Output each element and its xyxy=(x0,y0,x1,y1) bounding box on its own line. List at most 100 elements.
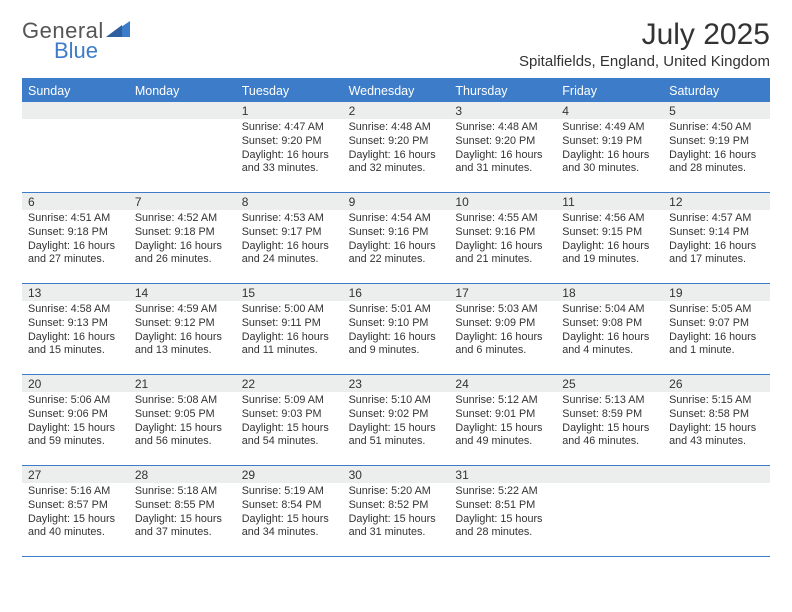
calendar-week: 13Sunrise: 4:58 AMSunset: 9:13 PMDayligh… xyxy=(22,284,770,375)
day-number: 18 xyxy=(556,284,663,301)
day-details: Sunrise: 4:48 AMSunset: 9:20 PMDaylight:… xyxy=(343,119,450,180)
day-details: Sunrise: 5:06 AMSunset: 9:06 PMDaylight:… xyxy=(22,392,129,453)
day-daylight2: and 51 minutes. xyxy=(349,435,444,449)
day-sunrise: Sunrise: 4:50 AM xyxy=(669,121,764,135)
day-daylight2: and 19 minutes. xyxy=(562,253,657,267)
day-number: 17 xyxy=(449,284,556,301)
calendar-cell xyxy=(556,466,663,556)
calendar-cell: 4Sunrise: 4:49 AMSunset: 9:19 PMDaylight… xyxy=(556,102,663,192)
day-daylight1: Daylight: 16 hours xyxy=(455,240,550,254)
brand-logo: General Blue xyxy=(22,18,132,64)
day-sunset: Sunset: 9:19 PM xyxy=(562,135,657,149)
day-number: 11 xyxy=(556,193,663,210)
day-details: Sunrise: 5:05 AMSunset: 9:07 PMDaylight:… xyxy=(663,301,770,362)
day-details: Sunrise: 5:10 AMSunset: 9:02 PMDaylight:… xyxy=(343,392,450,453)
day-daylight2: and 11 minutes. xyxy=(242,344,337,358)
day-daylight2: and 34 minutes. xyxy=(242,526,337,540)
day-details: Sunrise: 5:08 AMSunset: 9:05 PMDaylight:… xyxy=(129,392,236,453)
day-number: 22 xyxy=(236,375,343,392)
calendar-cell: 1Sunrise: 4:47 AMSunset: 9:20 PMDaylight… xyxy=(236,102,343,192)
day-daylight2: and 56 minutes. xyxy=(135,435,230,449)
day-daylight1: Daylight: 16 hours xyxy=(135,331,230,345)
day-details: Sunrise: 5:13 AMSunset: 8:59 PMDaylight:… xyxy=(556,392,663,453)
day-daylight1: Daylight: 15 hours xyxy=(669,422,764,436)
day-number xyxy=(556,466,663,483)
day-sunset: Sunset: 9:07 PM xyxy=(669,317,764,331)
day-number: 27 xyxy=(22,466,129,483)
day-number: 29 xyxy=(236,466,343,483)
day-number: 15 xyxy=(236,284,343,301)
day-sunrise: Sunrise: 4:56 AM xyxy=(562,212,657,226)
day-details: Sunrise: 5:16 AMSunset: 8:57 PMDaylight:… xyxy=(22,483,129,544)
calendar-cell: 24Sunrise: 5:12 AMSunset: 9:01 PMDayligh… xyxy=(449,375,556,465)
title-block: July 2025 Spitalfields, England, United … xyxy=(519,18,770,70)
day-sunset: Sunset: 9:01 PM xyxy=(455,408,550,422)
day-number: 6 xyxy=(22,193,129,210)
day-daylight1: Daylight: 16 hours xyxy=(669,240,764,254)
day-sunrise: Sunrise: 5:04 AM xyxy=(562,303,657,317)
day-sunset: Sunset: 9:18 PM xyxy=(28,226,123,240)
day-headers-row: Sunday Monday Tuesday Wednesday Thursday… xyxy=(22,80,770,102)
day-details: Sunrise: 5:15 AMSunset: 8:58 PMDaylight:… xyxy=(663,392,770,453)
day-details: Sunrise: 4:54 AMSunset: 9:16 PMDaylight:… xyxy=(343,210,450,271)
day-daylight2: and 28 minutes. xyxy=(669,162,764,176)
day-sunset: Sunset: 8:55 PM xyxy=(135,499,230,513)
day-sunrise: Sunrise: 4:53 AM xyxy=(242,212,337,226)
day-details: Sunrise: 4:53 AMSunset: 9:17 PMDaylight:… xyxy=(236,210,343,271)
day-sunrise: Sunrise: 5:05 AM xyxy=(669,303,764,317)
day-sunrise: Sunrise: 5:06 AM xyxy=(28,394,123,408)
day-sunset: Sunset: 9:09 PM xyxy=(455,317,550,331)
day-number: 9 xyxy=(343,193,450,210)
day-sunrise: Sunrise: 4:54 AM xyxy=(349,212,444,226)
day-sunrise: Sunrise: 4:48 AM xyxy=(349,121,444,135)
day-details: Sunrise: 4:50 AMSunset: 9:19 PMDaylight:… xyxy=(663,119,770,180)
day-daylight2: and 1 minute. xyxy=(669,344,764,358)
calendar-cell: 16Sunrise: 5:01 AMSunset: 9:10 PMDayligh… xyxy=(343,284,450,374)
day-number: 7 xyxy=(129,193,236,210)
calendar-cell: 3Sunrise: 4:48 AMSunset: 9:20 PMDaylight… xyxy=(449,102,556,192)
day-sunset: Sunset: 9:20 PM xyxy=(455,135,550,149)
day-details: Sunrise: 4:59 AMSunset: 9:12 PMDaylight:… xyxy=(129,301,236,362)
calendar-cell: 25Sunrise: 5:13 AMSunset: 8:59 PMDayligh… xyxy=(556,375,663,465)
day-sunrise: Sunrise: 4:47 AM xyxy=(242,121,337,135)
day-sunset: Sunset: 9:15 PM xyxy=(562,226,657,240)
day-daylight2: and 9 minutes. xyxy=(349,344,444,358)
day-daylight1: Daylight: 16 hours xyxy=(562,331,657,345)
day-number: 3 xyxy=(449,102,556,119)
calendar-cell: 2Sunrise: 4:48 AMSunset: 9:20 PMDaylight… xyxy=(343,102,450,192)
day-details: Sunrise: 5:18 AMSunset: 8:55 PMDaylight:… xyxy=(129,483,236,544)
day-sunrise: Sunrise: 5:13 AM xyxy=(562,394,657,408)
day-daylight1: Daylight: 15 hours xyxy=(135,422,230,436)
day-sunrise: Sunrise: 5:16 AM xyxy=(28,485,123,499)
day-daylight1: Daylight: 15 hours xyxy=(242,422,337,436)
day-daylight2: and 59 minutes. xyxy=(28,435,123,449)
day-sunset: Sunset: 9:20 PM xyxy=(242,135,337,149)
day-number: 25 xyxy=(556,375,663,392)
day-daylight2: and 15 minutes. xyxy=(28,344,123,358)
calendar-cell: 19Sunrise: 5:05 AMSunset: 9:07 PMDayligh… xyxy=(663,284,770,374)
day-daylight1: Daylight: 16 hours xyxy=(242,149,337,163)
day-header-sunday: Sunday xyxy=(22,80,129,102)
calendar-table: Sunday Monday Tuesday Wednesday Thursday… xyxy=(22,78,770,557)
day-daylight1: Daylight: 16 hours xyxy=(349,240,444,254)
calendar-cell: 17Sunrise: 5:03 AMSunset: 9:09 PMDayligh… xyxy=(449,284,556,374)
day-daylight2: and 22 minutes. xyxy=(349,253,444,267)
day-daylight2: and 4 minutes. xyxy=(562,344,657,358)
day-number: 28 xyxy=(129,466,236,483)
day-sunrise: Sunrise: 5:00 AM xyxy=(242,303,337,317)
day-number: 23 xyxy=(343,375,450,392)
calendar-week: 20Sunrise: 5:06 AMSunset: 9:06 PMDayligh… xyxy=(22,375,770,466)
calendar-cell: 20Sunrise: 5:06 AMSunset: 9:06 PMDayligh… xyxy=(22,375,129,465)
day-number: 2 xyxy=(343,102,450,119)
day-daylight1: Daylight: 15 hours xyxy=(28,513,123,527)
location-subtitle: Spitalfields, England, United Kingdom xyxy=(519,53,770,70)
month-title: July 2025 xyxy=(519,18,770,51)
day-number: 14 xyxy=(129,284,236,301)
day-sunset: Sunset: 8:58 PM xyxy=(669,408,764,422)
day-sunrise: Sunrise: 4:57 AM xyxy=(669,212,764,226)
calendar-cell: 26Sunrise: 5:15 AMSunset: 8:58 PMDayligh… xyxy=(663,375,770,465)
calendar-cell: 27Sunrise: 5:16 AMSunset: 8:57 PMDayligh… xyxy=(22,466,129,556)
day-number xyxy=(129,102,236,119)
day-sunrise: Sunrise: 5:22 AM xyxy=(455,485,550,499)
day-daylight1: Daylight: 15 hours xyxy=(135,513,230,527)
